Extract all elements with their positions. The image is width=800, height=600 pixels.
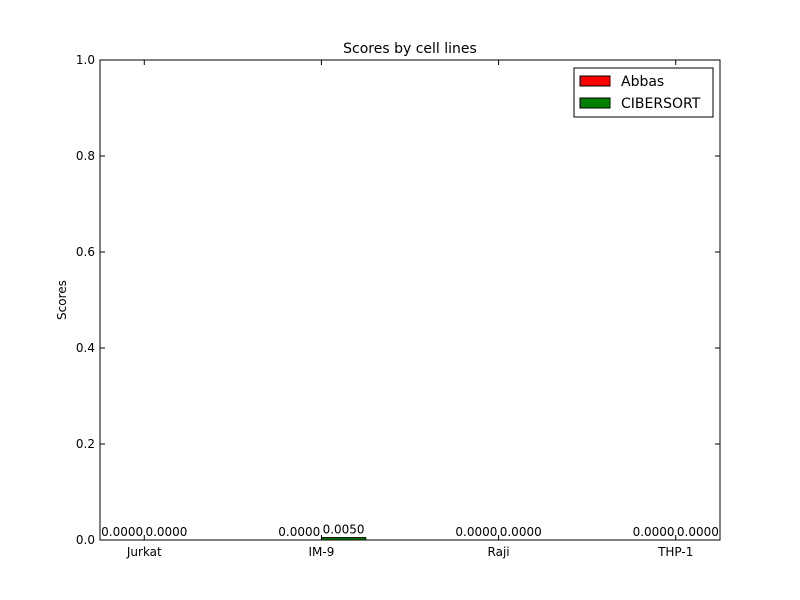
data-label-cibersort-thp-1: 0.0000	[677, 525, 719, 539]
data-label-abbas-im-9: 0.0000	[278, 525, 320, 539]
data-label-abbas-thp-1: 0.0000	[633, 525, 675, 539]
legend-label-cibersort: CIBERSORT	[621, 96, 701, 112]
legend-label-abbas: Abbas	[621, 74, 664, 90]
data-label-cibersort-raji: 0.0000	[500, 525, 542, 539]
y-tick-label-1: 0.2	[76, 437, 95, 451]
data-label-cibersort-jurkat: 0.0000	[145, 525, 187, 539]
y-tick-label-3: 0.6	[76, 245, 95, 259]
x-tick-label-0: Jurkat	[126, 545, 162, 559]
y-tick-label-4: 0.8	[76, 149, 95, 163]
legend: Abbas CIBERSORT	[573, 67, 714, 118]
y-tick-label-5: 1.0	[76, 53, 95, 67]
data-label-abbas-raji: 0.0000	[455, 525, 497, 539]
x-tick-label-2: Raji	[488, 545, 510, 559]
data-label-cibersort-im-9: 0.0050	[323, 523, 365, 537]
x-axis: Jurkat IM-9 Raji THP-1	[126, 60, 693, 559]
data-label-abbas-jurkat: 0.0000	[101, 525, 143, 539]
y-axis: 0.0 0.2 0.4 0.6 0.8 1.0	[76, 53, 720, 547]
chart-title: Scores by cell lines	[343, 41, 477, 57]
y-tick-label-0: 0.0	[76, 533, 95, 547]
x-tick-label-3: THP-1	[657, 545, 693, 559]
y-tick-label-2: 0.4	[76, 341, 95, 355]
axes-frame	[99, 59, 721, 541]
legend-swatch-abbas	[579, 75, 611, 87]
y-axis-label: Scores	[55, 280, 69, 320]
legend-swatch-cibersort	[579, 97, 611, 109]
x-tick-label-1: IM-9	[309, 545, 335, 559]
plot-area: 0.0000 0.0000 0.0000 0.0050 0.0000 0.0000 0.00…	[101, 523, 719, 541]
